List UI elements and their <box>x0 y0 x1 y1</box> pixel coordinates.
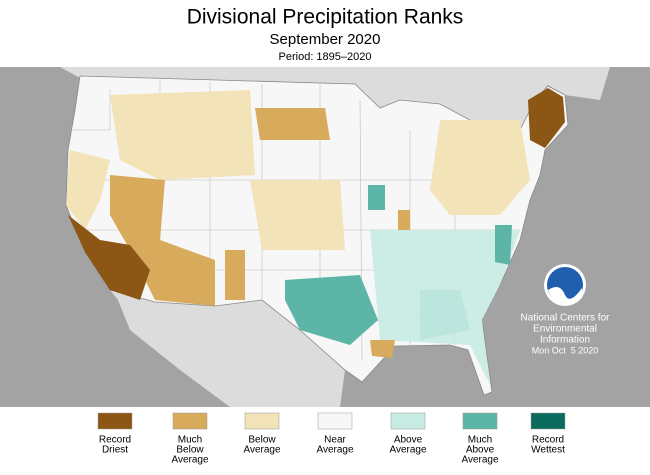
legend-label: Average <box>389 445 427 456</box>
legend-swatch <box>390 412 426 430</box>
region <box>66 150 110 230</box>
legend-label: Wettest <box>531 445 565 456</box>
credit-line: Environmental <box>533 324 597 335</box>
legend-swatch <box>317 412 353 430</box>
legend-swatch <box>244 412 280 430</box>
subtitle: September 2020 <box>270 31 381 48</box>
noaa-logo <box>544 264 586 306</box>
legend-label: Driest <box>102 445 128 456</box>
credit-line: Mon Oct 5 2020 <box>532 345 599 355</box>
legend-label: Much <box>468 435 492 446</box>
region <box>110 175 215 306</box>
region <box>110 90 255 180</box>
map <box>0 67 650 407</box>
region <box>255 108 330 140</box>
region <box>370 230 520 385</box>
legend-label: Below <box>176 445 204 456</box>
legend-label: Much <box>178 435 202 446</box>
legend-label: Average <box>171 455 209 466</box>
legend-label: Above <box>394 435 423 446</box>
title: Divisional Precipitation Ranks <box>187 6 464 29</box>
region <box>285 275 378 345</box>
legend: RecordDriestMuchBelowAverageBelowAverage… <box>97 412 566 466</box>
canada <box>60 67 610 150</box>
legend-label: Record <box>99 435 131 446</box>
region <box>495 225 512 265</box>
legend-label: Near <box>324 435 346 446</box>
legend-swatch <box>97 412 133 430</box>
legend-label: Average <box>461 455 499 466</box>
legend-swatch <box>172 412 208 430</box>
period: Period: 1895–2020 <box>279 51 372 63</box>
region <box>368 185 385 210</box>
credit: National Centers forEnvironmentalInforma… <box>521 313 611 356</box>
region <box>398 210 410 230</box>
region <box>430 120 530 215</box>
region <box>225 250 245 300</box>
region <box>68 215 150 300</box>
logo-swoosh <box>548 286 582 303</box>
region <box>250 180 345 250</box>
legend-label: Record <box>532 435 564 446</box>
region <box>370 340 395 358</box>
credit-line: Information <box>540 335 590 346</box>
legend-label: Above <box>466 445 495 456</box>
credit-line: National Centers for <box>521 313 611 324</box>
region <box>528 88 565 148</box>
legend-label: Average <box>243 445 281 456</box>
legend-swatch <box>462 412 498 430</box>
legend-label: Below <box>248 435 276 446</box>
legend-swatch <box>530 412 566 430</box>
legend-label: Average <box>316 445 354 456</box>
